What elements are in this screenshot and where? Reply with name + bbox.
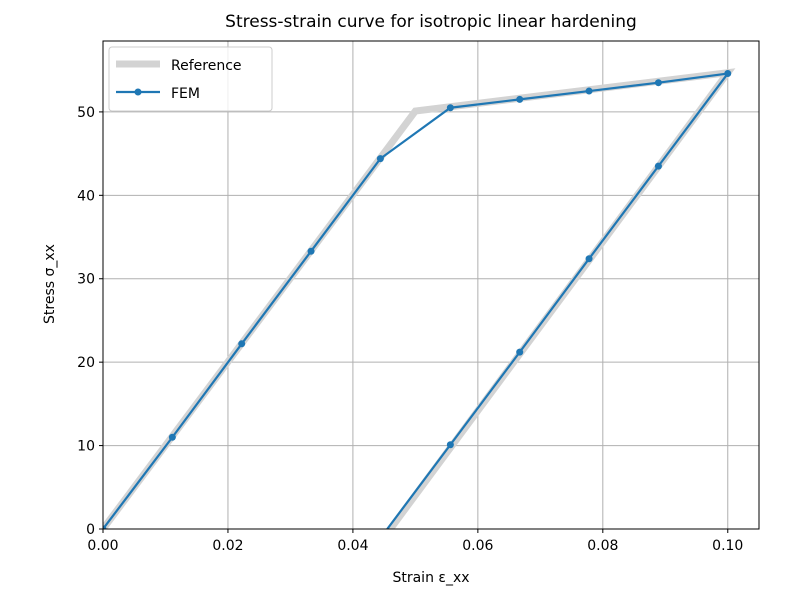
fem-data-point	[307, 247, 315, 255]
series-layer	[103, 68, 736, 529]
fem-data-point	[168, 433, 176, 441]
legend-label-reference: Reference	[171, 58, 242, 74]
x-tick-label: 0.10	[712, 538, 743, 554]
chart-title: Stress-strain curve for isotropic linear…	[225, 12, 637, 32]
y-tick-label: 30	[77, 272, 95, 288]
y-tick-label: 40	[77, 188, 95, 204]
fem-data-point	[516, 348, 524, 356]
legend: Reference FEM	[108, 46, 273, 112]
x-tick-label: 0.08	[587, 538, 618, 554]
x-tick-label: 0.00	[87, 538, 118, 554]
x-tick-label: 0.06	[462, 538, 493, 554]
fem-data-point	[376, 155, 384, 163]
y-tick-label: 10	[77, 439, 95, 455]
y-tick-label: 50	[77, 105, 95, 121]
fem-data-point	[585, 255, 593, 263]
legend-label-fem: FEM	[171, 86, 200, 102]
fem-data-point	[516, 95, 524, 103]
fem-data-point	[585, 87, 593, 95]
y-axis-label: Stress σ_xx	[42, 244, 58, 324]
x-axis-label: Strain ε_xx	[392, 570, 469, 586]
y-tick-label: 0	[86, 522, 95, 538]
fem-data-point	[238, 340, 246, 348]
grid-lines	[102, 41, 759, 530]
legend-marker-fem	[134, 88, 142, 96]
x-tick-label: 0.02	[212, 538, 243, 554]
fem-data-point	[654, 79, 662, 87]
fem-data-point	[103, 525, 107, 529]
y-tick-label: 20	[77, 355, 95, 371]
tick-layer: 0.00 0.02 0.04 0.06 0.08 0.10 0 10 20 30 40 50	[77, 105, 743, 554]
fem-data-point	[654, 162, 662, 170]
fem-data-point	[724, 70, 732, 78]
fem-data-point	[446, 441, 454, 449]
fem-data-point	[446, 104, 454, 112]
x-tick-label: 0.04	[337, 538, 368, 554]
axes-frame	[102, 40, 760, 530]
